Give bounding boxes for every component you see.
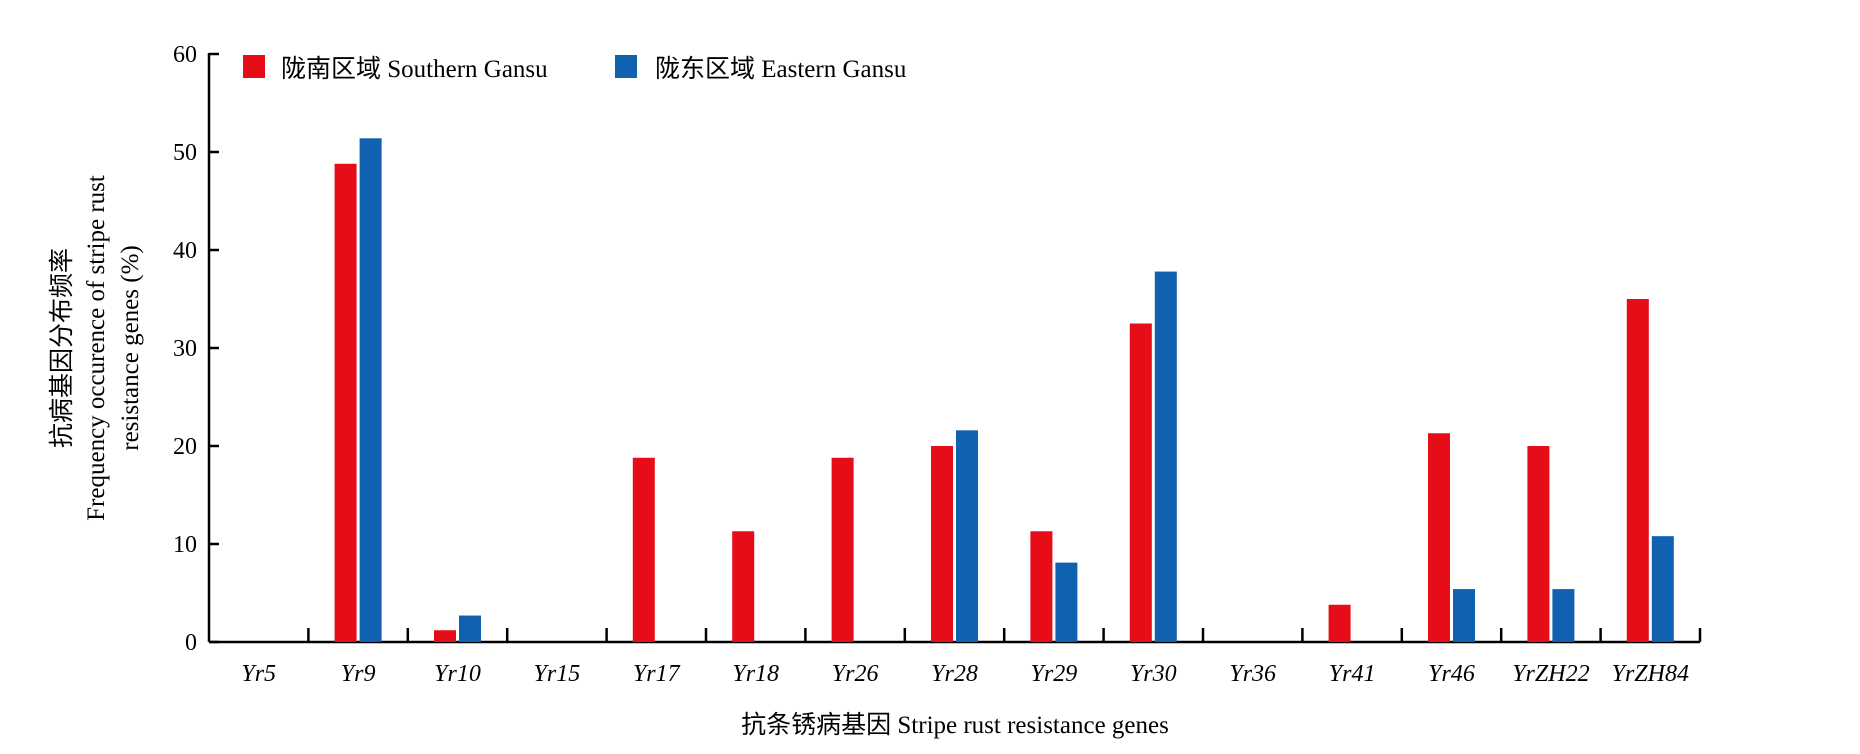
x-tick-label: Yr41	[1329, 661, 1376, 687]
bar-southern-gansu-yr28	[931, 446, 953, 642]
bar-southern-gansu-yrzh22	[1527, 446, 1550, 642]
x-tick-label: Yr26	[832, 661, 879, 687]
legend-swatch-eastern-gansu	[615, 55, 637, 78]
x-tick-label: Yr30	[1130, 661, 1177, 687]
bar-eastern-gansu-yr28	[956, 430, 978, 642]
y-tick-label: 50	[173, 140, 197, 166]
x-tick-label: Yr17	[633, 661, 681, 687]
x-tick-label: Yr36	[1229, 661, 1276, 687]
bar-southern-gansu-yrzh84	[1626, 299, 1649, 642]
bar-southern-gansu-yr46	[1428, 433, 1450, 642]
bar-southern-gansu-yr17	[632, 457, 655, 642]
bar-eastern-gansu-yrzh22	[1552, 589, 1575, 642]
y-tick-label: 10	[173, 532, 197, 558]
bar-eastern-gansu-yr30	[1154, 271, 1177, 642]
y-tick-label: 20	[173, 434, 197, 460]
x-tick-label: Yr29	[1031, 661, 1078, 687]
y-axis-title: 抗病基因分布频率 Frequency occurence of stripe r…	[48, 175, 144, 521]
legend-label-southern-gansu: 陇南区域 Southern Gansu	[281, 55, 548, 83]
axes	[207, 53, 1700, 644]
x-axis-title: 抗条锈病基因 Stripe rust resistance genes	[741, 711, 1169, 739]
bar-southern-gansu-yr26	[831, 457, 854, 642]
y-tick-label: 60	[173, 42, 197, 68]
bar-southern-gansu-yr10	[434, 630, 456, 642]
y-axis-title-line-1: 抗病基因分布频率	[48, 248, 76, 448]
y-axis-title-line-3: resistance genes (%)	[117, 245, 144, 450]
legend: 陇南区域 Southern Gansu 陇东区域 Eastern Gansu	[243, 55, 907, 83]
bars	[334, 138, 1674, 642]
y-tick-label: 0	[185, 630, 197, 656]
x-tick-label: YrZH22	[1512, 661, 1589, 687]
bar-southern-gansu-yr41	[1328, 604, 1351, 642]
x-tick-label: Yr15	[534, 661, 581, 687]
y-axis-ticks: 0 10 20 30 40 50 60	[173, 42, 219, 656]
x-tick-label: Yr9	[341, 661, 376, 687]
x-tick-label: Yr18	[732, 661, 779, 687]
x-tick-label: Yr46	[1428, 661, 1475, 687]
x-tick-label: YrZH84	[1612, 661, 1689, 687]
x-tick-label: Yr28	[931, 661, 978, 687]
y-tick-label: 30	[173, 336, 197, 362]
bar-eastern-gansu-yr9	[359, 138, 382, 642]
bar-southern-gansu-yr9	[334, 163, 357, 642]
bar-southern-gansu-yr30	[1129, 323, 1152, 642]
bar-eastern-gansu-yr29	[1055, 562, 1078, 642]
bar-eastern-gansu-yr10	[459, 615, 481, 642]
x-tick-label: Yr10	[434, 661, 481, 687]
bar-southern-gansu-yr18	[732, 531, 755, 642]
bar-southern-gansu-yr29	[1030, 531, 1053, 642]
legend-swatch-southern-gansu	[243, 55, 265, 78]
bar-eastern-gansu-yrzh84	[1651, 536, 1674, 642]
y-axis-title-line-2: Frequency occurence of stripe rust	[83, 175, 110, 521]
x-tick-label: Yr5	[241, 661, 276, 687]
x-axis-ticks: Yr5 Yr9 Yr10 Yr15 Yr17 Yr18 Yr26 Yr28 Yr29 Yr30 Yr…	[241, 628, 1702, 687]
y-tick-label: 40	[173, 238, 197, 264]
legend-label-eastern-gansu: 陇东区域 Eastern Gansu	[655, 55, 907, 83]
bar-eastern-gansu-yr46	[1453, 589, 1475, 642]
